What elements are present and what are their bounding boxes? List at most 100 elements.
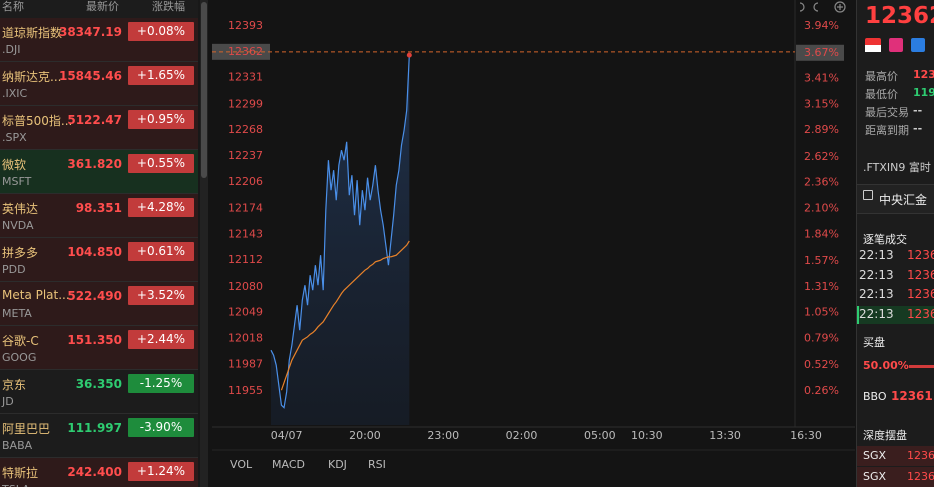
header-name: 名称 [2,0,24,13]
stock-code: GOOG [2,351,37,364]
y-tick-label: 12049 [228,306,263,319]
header-change: 涨跌幅 [152,0,185,13]
stat-label: 距离到期 [865,124,909,137]
watchlist-row[interactable]: 特斯拉 TSLA 242.400 +1.24% [0,458,198,487]
header-price: 最新价 [86,0,119,13]
depth-price: 1236 [907,470,934,483]
stock-code: PDD [2,263,26,276]
indicator-tab[interactable]: MACD [272,458,305,471]
add-icon[interactable] [834,1,846,13]
trade-price: 1236 [907,287,934,301]
stock-code: JD [2,395,14,408]
badge-icon [911,38,925,52]
depth-exchange: SGX [863,470,887,483]
depth-row [857,467,934,487]
x-tick-label: 05:00 [584,429,616,442]
trade-price: 1236 [907,267,934,282]
y-tick-label: 12237 [228,149,263,162]
stat-value: 1192 [913,86,934,99]
indicator-tab[interactable]: KDJ [328,458,347,471]
y2-tick-label: 0.26% [804,384,839,397]
watchlist-row[interactable]: 京东 JD 36.350 -1.25% [0,370,198,414]
y-tick-label: 12331 [228,71,263,84]
stock-price: 15845.46 [58,69,122,83]
flag-icon [865,38,881,52]
average-line [280,240,410,391]
y-tick-label: 12018 [228,332,263,345]
stock-change: +1.65% [128,66,194,85]
watchlist-row[interactable]: 阿里巴巴 BABA 111.997 -3.90% [0,414,198,458]
quote-price: 12362 [865,3,934,29]
stat-value: -- [913,122,923,135]
watchlist-row[interactable]: 谷歌-C GOOG 151.350 +2.44% [0,326,198,370]
trade-time: 22:13 [859,287,894,301]
stock-name: 拼多多 [2,246,39,260]
stock-name: 谷歌-C [2,334,39,348]
indicator-tab[interactable]: RSI [368,458,386,471]
y-tick-label: 12143 [228,227,263,240]
x-tick-label: 16:30 [790,429,822,442]
y-tick-label: 12362 [228,45,263,58]
watchlist: 名称 最新价 涨跌幅 道琼斯指数 .DJI 38347.19 +0.08% 纳斯达克..… [0,0,198,487]
y2-tick-label: 3.67% [804,46,839,59]
button-icon[interactable] [863,190,873,200]
stock-change: -3.90% [128,418,194,437]
watchlist-row[interactable]: 拼多多 PDD 104.850 +0.61% [0,238,198,282]
badge-icon [889,38,903,52]
x-tick-label: 13:30 [709,429,741,442]
stat-label: 最后交易 [865,106,909,119]
watchlist-row[interactable]: 标普500指... .SPX 5122.47 +0.95% [0,106,198,150]
stock-change: +0.61% [128,242,194,261]
stock-code: BABA [2,439,33,452]
stock-price: 36.350 [75,377,122,391]
indicator-tab[interactable]: VOL [230,458,253,471]
toolbar[interactable] [799,1,846,13]
depth: SGX 1236 SGX 1236 [857,446,934,487]
stock-code: MSFT [2,175,32,188]
stock-change: +3.52% [128,286,194,305]
y2-tick-label: 3.15% [804,97,839,110]
watchlist-row[interactable]: 纳斯达克... .IXIC 15845.46 +1.65% [0,62,198,106]
depth-price: 1236 [907,449,934,462]
watchlist-row[interactable]: 道琼斯指数 .DJI 38347.19 +0.08% [0,18,198,62]
y2-tick-label: 2.10% [804,202,839,215]
y2-tick-label: 3.94% [804,19,839,32]
stock-price: 104.850 [67,245,122,259]
x-tick-label: 04/07 [271,429,303,442]
stat-label: 最高价 [865,70,898,83]
y2-tick-label: 2.36% [804,176,839,189]
y2-tick-label: 1.31% [804,280,839,293]
watchlist-row[interactable]: 微软 MSFT 361.820 +0.55% [0,150,198,194]
stock-price: 242.400 [67,465,122,479]
stock-change: +2.44% [128,330,194,349]
stat-label: 最低价 [865,88,898,101]
stock-price: 151.350 [67,333,122,347]
stock-price: 111.997 [67,421,122,435]
stock-code: NVDA [2,219,34,232]
stock-change: +0.95% [128,110,194,129]
stock-change: +4.28% [128,198,194,217]
y2-tick-label: 1.57% [804,254,839,267]
quote-panel: 12362 最高价 1237 最低价 1192 最后交易 -- 距离到期 -- .FTXIN9… [856,0,934,487]
undo-icon[interactable] [799,2,805,12]
y2-tick-label: 2.89% [804,123,839,136]
trade-highlight [857,305,934,324]
stock-name: 微软 [2,158,27,172]
stock-price: 38347.19 [58,25,122,39]
button[interactable]: 中央汇金 [879,193,928,207]
y-tick-label: 12299 [228,97,263,110]
y2-tick-label: 1.05% [804,306,839,319]
y-tick-label: 12268 [228,123,263,136]
x-tick-label: 10:30 [631,429,663,442]
redo-icon[interactable] [813,2,819,12]
y-tick-label: 11955 [228,384,263,397]
bid-title: 买盘 [863,336,885,349]
y2-tick-label: 2.62% [804,150,839,163]
scrollbar[interactable] [200,0,208,487]
y-tick-label: 12393 [228,19,263,32]
watchlist-row[interactable]: 英伟达 NVDA 98.351 +4.28% [0,194,198,238]
stock-change: +1.24% [128,462,194,481]
scroll-thumb[interactable] [201,2,207,178]
watchlist-row[interactable]: Meta Plat... META 522.490 +3.52% [0,282,198,326]
